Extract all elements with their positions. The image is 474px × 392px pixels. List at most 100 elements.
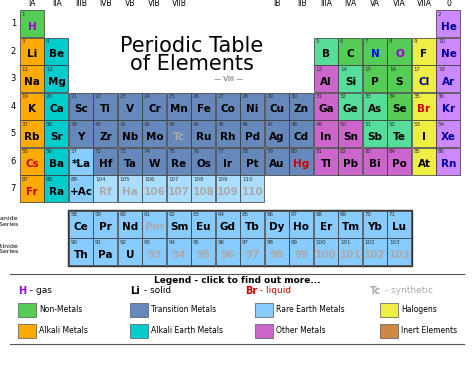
Bar — [412, 147, 436, 174]
Bar — [437, 120, 461, 147]
Text: 45: 45 — [218, 122, 225, 127]
Text: VIIA: VIIA — [417, 0, 432, 8]
Text: Ru: Ru — [196, 132, 211, 142]
Text: Non-Metals: Non-Metals — [39, 305, 82, 314]
Text: Tc: Tc — [173, 132, 185, 142]
Text: 49: 49 — [316, 122, 322, 127]
Text: Ti: Ti — [100, 104, 111, 114]
Text: 98: 98 — [266, 240, 273, 245]
Bar — [290, 93, 313, 120]
Bar — [216, 120, 240, 147]
Text: - solid: - solid — [141, 286, 171, 295]
Bar — [240, 238, 264, 265]
Bar — [143, 211, 166, 238]
Bar — [314, 211, 338, 238]
Text: 81: 81 — [316, 149, 322, 154]
Text: O: O — [395, 49, 404, 59]
Text: 0: 0 — [447, 0, 451, 8]
Text: Co: Co — [220, 104, 236, 114]
Bar — [216, 93, 240, 120]
Text: Gd: Gd — [220, 222, 236, 232]
Text: 6: 6 — [10, 157, 16, 166]
Bar — [68, 209, 412, 265]
Text: 67: 67 — [291, 212, 298, 217]
Bar — [437, 38, 461, 65]
Text: Li: Li — [130, 285, 140, 296]
Bar — [437, 10, 461, 37]
Bar — [93, 175, 118, 202]
Text: of Elements: of Elements — [129, 54, 254, 74]
Bar — [167, 120, 191, 147]
Text: Si: Si — [345, 77, 356, 87]
Text: 89: 89 — [71, 176, 78, 181]
Text: Br: Br — [245, 285, 257, 296]
Text: 2: 2 — [438, 11, 441, 16]
Text: 75: 75 — [168, 149, 175, 154]
Text: As: As — [368, 104, 382, 114]
Text: 99: 99 — [294, 250, 309, 260]
Text: VA: VA — [370, 0, 380, 8]
Text: Cd: Cd — [294, 132, 309, 142]
Text: 108: 108 — [192, 187, 214, 197]
Text: Sn: Sn — [343, 132, 358, 142]
Text: +Ac: +Ac — [70, 187, 92, 197]
Text: IVA: IVA — [345, 0, 357, 8]
Text: Cr: Cr — [148, 104, 161, 114]
Bar — [388, 93, 411, 120]
Text: VIIB: VIIB — [172, 0, 187, 8]
Bar — [45, 120, 69, 147]
Text: 13: 13 — [316, 67, 322, 71]
Bar — [69, 93, 93, 120]
Text: Ni: Ni — [246, 104, 259, 114]
Text: Fr: Fr — [26, 187, 38, 197]
Text: Ir: Ir — [224, 159, 233, 169]
Bar — [388, 65, 411, 92]
Text: 56: 56 — [46, 149, 53, 154]
Text: Hf: Hf — [99, 159, 112, 169]
Bar — [69, 147, 93, 174]
Bar — [388, 238, 411, 265]
Text: Sr: Sr — [50, 132, 63, 142]
Bar — [338, 147, 363, 174]
Text: 72: 72 — [95, 149, 102, 154]
Bar — [265, 93, 289, 120]
Bar — [290, 211, 313, 238]
Text: 38: 38 — [46, 122, 53, 127]
Text: 109: 109 — [217, 187, 239, 197]
Text: 93: 93 — [144, 240, 151, 245]
Bar — [240, 120, 264, 147]
Text: 25: 25 — [168, 94, 175, 99]
Text: Ag: Ag — [269, 132, 285, 142]
Bar — [143, 147, 166, 174]
Bar — [93, 211, 118, 238]
Text: Tc: Tc — [370, 285, 381, 296]
Text: 99: 99 — [291, 240, 298, 245]
Bar — [363, 38, 387, 65]
Bar — [437, 93, 461, 120]
Text: IIIA: IIIA — [320, 0, 332, 8]
Bar — [20, 93, 44, 120]
Text: 17: 17 — [413, 67, 420, 71]
Text: 48: 48 — [291, 122, 298, 127]
Text: 24: 24 — [144, 94, 151, 99]
Bar — [20, 175, 44, 202]
Bar — [388, 120, 411, 147]
Text: Other Metals: Other Metals — [276, 326, 326, 335]
Text: 105: 105 — [119, 176, 130, 181]
Text: Rare Earth Metals: Rare Earth Metals — [276, 305, 345, 314]
Text: IIB: IIB — [297, 0, 307, 8]
Text: Ne: Ne — [440, 49, 456, 59]
Text: Inert Elements: Inert Elements — [401, 326, 457, 335]
Bar — [93, 147, 118, 174]
Text: IA: IA — [28, 0, 36, 8]
Text: 58: 58 — [71, 212, 78, 217]
Text: Tl: Tl — [320, 159, 331, 169]
Text: 77: 77 — [218, 149, 225, 154]
Text: Rb: Rb — [24, 132, 40, 142]
Text: * Lanthanide
  Series: * Lanthanide Series — [0, 216, 18, 227]
Bar — [69, 211, 93, 238]
Text: 108: 108 — [193, 176, 203, 181]
Text: — VIII —: — VIII — — [214, 76, 243, 82]
Text: 107: 107 — [168, 176, 179, 181]
Text: 47: 47 — [266, 122, 273, 127]
